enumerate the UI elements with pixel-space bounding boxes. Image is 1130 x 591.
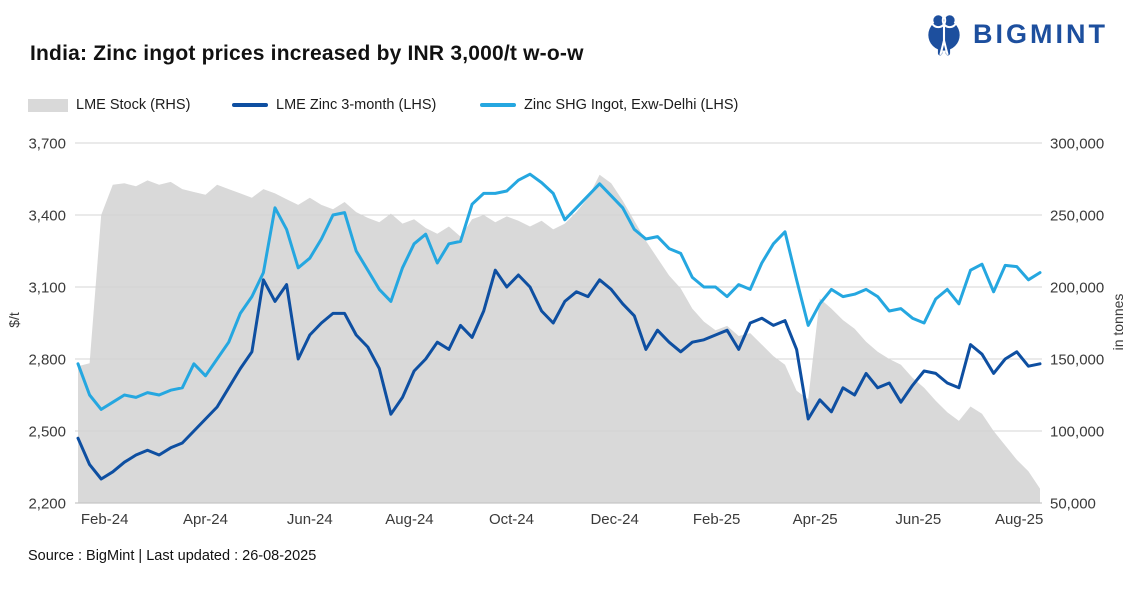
y-right-tick-label: 100,000	[1050, 423, 1104, 440]
legend-label: Zinc SHG Ingot, Exw-Delhi (LHS)	[524, 97, 739, 113]
lme-zinc-line	[76, 268, 1042, 481]
y-left-tick-label: 3,400	[28, 207, 66, 224]
x-tick-label: Aug-25	[995, 511, 1043, 528]
bigmint-logo-text: BIGMINT	[973, 18, 1108, 49]
x-tick-label: Oct-24	[489, 511, 534, 528]
y-left-tick-label: 2,500	[28, 423, 66, 440]
y-right-tick-label: 300,000	[1050, 135, 1104, 152]
x-tick-label: Apr-25	[793, 511, 838, 528]
legend-item-lme-zinc: LME Zinc 3-month (LHS)	[232, 94, 436, 116]
legend-item-shg-ingot: Zinc SHG Ingot, Exw-Delhi (LHS)	[480, 94, 738, 116]
x-tick-label: Feb-25	[693, 511, 741, 528]
shg-ingot-swatch	[480, 103, 516, 107]
x-tick-label: Apr-24	[183, 511, 228, 528]
lme-zinc-swatch	[232, 103, 268, 107]
y-left-tick-label: 3,100	[28, 279, 66, 296]
legend-label: LME Stock (RHS)	[76, 97, 191, 113]
y-left-tick-label: 2,800	[28, 351, 66, 368]
source-note: Source : BigMint | Last updated : 26-08-…	[28, 548, 317, 564]
y-right-tick-label: 250,000	[1050, 207, 1104, 224]
x-tick-label: Jun-24	[287, 511, 333, 528]
bigmint-logo-icon	[928, 12, 960, 56]
y-left-tick-label: 3,700	[28, 135, 66, 152]
y-right-tick-label: 150,000	[1050, 351, 1104, 368]
bigmint-logo: BIGMINT	[925, 12, 1108, 56]
legend-label: LME Zinc 3-month (LHS)	[276, 97, 437, 113]
lme-stock-swatch	[28, 98, 68, 112]
y-left-tick-label: 2,200	[28, 495, 66, 512]
lme-stock-area	[78, 174, 1040, 503]
x-tick-label: Jun-25	[895, 511, 941, 528]
y-right-tick-label: 50,000	[1050, 495, 1096, 512]
shg-ingot-line	[76, 172, 1042, 411]
y-right-tick-label: 200,000	[1050, 279, 1104, 296]
chart-title: India: Zinc ingot prices increased by IN…	[30, 42, 584, 65]
x-tick-label: Feb-24	[81, 511, 129, 528]
x-tick-label: Dec-24	[590, 511, 638, 528]
legend-item-lme-stock: LME Stock (RHS)	[28, 94, 190, 116]
chart-legend: LME Stock (RHS) LME Zinc 3-month (LHS) Z…	[0, 94, 1130, 116]
x-tick-label: Aug-24	[385, 511, 433, 528]
